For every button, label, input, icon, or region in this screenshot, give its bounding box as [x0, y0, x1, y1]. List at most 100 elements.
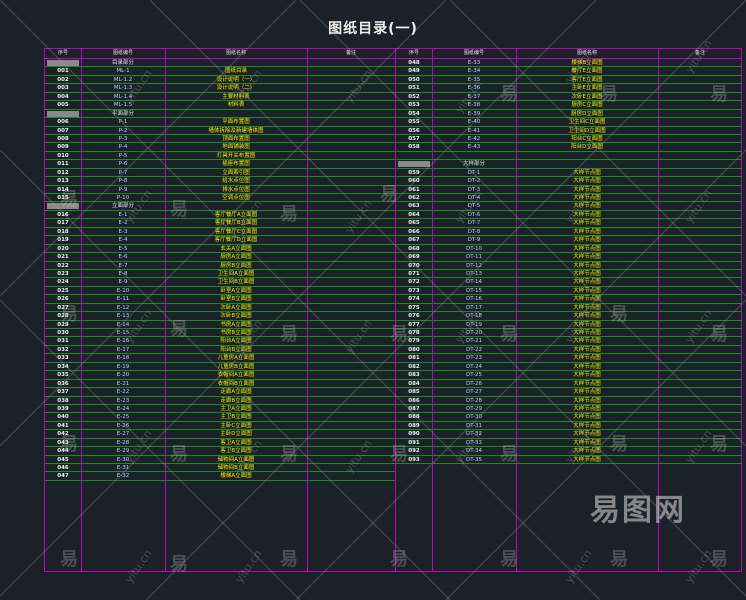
cell-no: 057	[408, 135, 420, 142]
cell-no: 052	[408, 93, 420, 100]
cell-code: E-6	[118, 254, 128, 261]
cell-name: 大样节点图	[573, 304, 601, 311]
cell-name: 储物间B立面图	[217, 465, 255, 471]
table-header-right: 序号 图纸编号 图纸名称 备注	[396, 49, 742, 59]
cell-name: 卫生间D立面图	[568, 127, 606, 134]
cell-code: E-5	[118, 245, 128, 252]
table-row: 077 DT-19 大样节点图	[396, 321, 742, 329]
cell-name: 走廊A立面图	[220, 389, 252, 396]
cell-no: 021	[57, 254, 69, 261]
cell-name: 立面索引图	[222, 169, 250, 176]
cell-name: 卧室A立面图	[220, 287, 252, 294]
table-body-right: 048 E-33 楼梯B立面图 049 E-34 餐厅E立面图 050 E-35 客厅E立面图 0…	[396, 59, 742, 464]
cell-name: 大样节点图	[573, 220, 601, 227]
cell-no: 041	[57, 422, 69, 429]
cell-code: ML-1	[116, 68, 130, 75]
cell-no	[45, 59, 81, 67]
cell-code: DT-27	[465, 389, 483, 396]
cell-no: 085	[408, 389, 420, 396]
table-row: 086 DT-28 大样节点图	[396, 397, 742, 405]
cell-code: P-8	[118, 178, 128, 185]
cell-code: DT-17	[465, 304, 483, 311]
cell-no: 050	[408, 76, 420, 83]
cell-code: E-37	[467, 93, 481, 100]
cell-code: DT-7	[467, 220, 481, 227]
cell-code: E-28	[116, 439, 130, 446]
cell-name: 空调点位图	[222, 195, 250, 201]
table-row: 087 DT-29 大样节点图	[396, 405, 742, 414]
table-row: 003 ML-1.3 设计说明（二）	[45, 84, 395, 93]
cell-name: 书房A立面图	[220, 321, 252, 328]
table-right-half: 序号 图纸编号 图纸名称 备注 048 E-33 楼梯B立面图 049 E-34 餐厅E立…	[395, 49, 742, 571]
cell-code: E-32	[116, 473, 130, 480]
table-row: 060 DT-2 大样节点图	[396, 177, 742, 186]
cell-no: 023	[57, 270, 69, 277]
header-no: 序号	[57, 50, 68, 56]
cell-no: 072	[408, 279, 420, 286]
cell-name: 楼梯B立面图	[571, 60, 603, 66]
table-row: 051 E-36 主卧E立面图	[396, 84, 742, 93]
table-row: 018 E-3 客厅餐厅C立面图	[45, 228, 395, 237]
table-row: 079 DT-21 大样节点图	[396, 337, 742, 346]
cell-code: DT-19	[465, 321, 483, 328]
table-row: 039 E-24 主卫A立面图	[45, 405, 395, 414]
cell-code: E-12	[116, 304, 130, 311]
cell-code: DT-15	[465, 287, 483, 294]
cell-name: 大样节点图	[573, 203, 601, 210]
cell-code: P-1	[118, 119, 128, 126]
cell-no: 056	[408, 127, 420, 134]
cell-name: 大样节点图	[573, 372, 601, 379]
cell-no: 010	[57, 152, 69, 159]
cell-code: E-39	[467, 110, 481, 117]
cell-name: 大样节点图	[573, 169, 601, 176]
table-row: 078 DT-20 大样节点图	[396, 329, 742, 338]
cell-no: 008	[57, 135, 69, 142]
cell-code: P-3	[118, 135, 128, 142]
cell-no: 024	[57, 279, 69, 286]
cell-name: 给水点位图	[222, 178, 250, 185]
cell-no	[396, 152, 432, 160]
cell-no: 009	[57, 144, 69, 151]
cell-code: E-16	[116, 338, 130, 345]
cell-name: 厨房C立面图	[571, 102, 603, 109]
cell-code: DT-12	[465, 262, 483, 269]
cell-code: E-36	[467, 85, 481, 92]
cell-name: 设计说明（二）	[216, 85, 256, 92]
cell-no: 074	[408, 296, 420, 303]
cell-no: 066	[408, 228, 420, 235]
cell-code: DT-11	[465, 254, 483, 261]
cell-no	[45, 202, 81, 210]
cell-name: 厨房D立面图	[571, 110, 603, 117]
cell-name: 厨房B立面图	[220, 262, 252, 269]
table-row: 004 ML-1.4 主要材料表	[45, 93, 395, 102]
table-row: 069 DT-11 大样节点图	[396, 253, 742, 262]
cell-no: 053	[408, 102, 420, 109]
cell-code: E-7	[118, 262, 128, 269]
table-row: 009 P-4 地面铺装图	[45, 143, 395, 152]
cell-code: DT-8	[467, 228, 481, 235]
cell-code: E-40	[467, 119, 481, 126]
cell-code: 目录部分	[111, 60, 134, 66]
cell-no: 032	[57, 346, 69, 353]
cell-code: DT-20	[465, 330, 483, 336]
cell-no: 082	[408, 363, 420, 370]
table-row: 032 E-17 阳台B立面图	[45, 346, 395, 355]
cell-name: 大样节点图	[573, 228, 601, 235]
header-remark: 备注	[694, 50, 705, 56]
cell-code: E-43	[467, 144, 481, 151]
cell-no: 073	[408, 287, 420, 294]
cell-no: 093	[408, 456, 420, 463]
cell-name: 厨房A立面图	[220, 254, 252, 261]
cell-no: 089	[408, 422, 420, 429]
cell-code: E-33	[467, 60, 481, 66]
cell-no: 051	[408, 85, 420, 92]
cell-no: 087	[408, 405, 420, 412]
cell-no: 002	[57, 76, 69, 83]
cell-no: 075	[408, 304, 420, 311]
table-row: 019 E-4 客厅餐厅D立面图	[45, 236, 395, 245]
cell-code: DT-6	[467, 211, 481, 218]
cell-code: E-34	[467, 68, 481, 75]
cell-name: 次卧E立面图	[571, 93, 603, 100]
cell-no: 006	[57, 119, 69, 126]
table-row: 001 ML-1 图纸目录	[45, 67, 395, 76]
